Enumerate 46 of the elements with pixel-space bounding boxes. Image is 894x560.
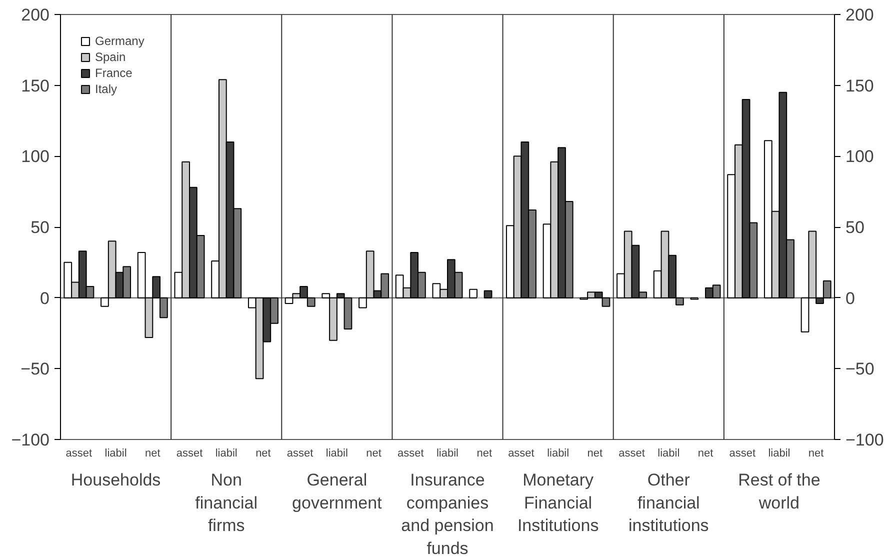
x-tick-label: asset bbox=[618, 448, 645, 460]
x-tick-label: net bbox=[587, 448, 603, 460]
x-tick-label: liabil bbox=[768, 448, 790, 460]
y2-tick-label: −50 bbox=[846, 360, 874, 379]
y-tick-label: 200 bbox=[21, 6, 50, 24]
text: General government bbox=[292, 470, 382, 512]
y-tick-label: 50 bbox=[30, 218, 50, 237]
x-tick-label: liabil bbox=[215, 448, 238, 460]
y2-tick-label: 0 bbox=[846, 288, 855, 308]
x-tick-label: asset bbox=[286, 448, 314, 460]
x-tick-label: liabil bbox=[104, 448, 127, 460]
x-tick-label: net bbox=[698, 448, 714, 460]
text: Rest of the world bbox=[738, 470, 820, 512]
x-tick-label: net bbox=[808, 448, 824, 460]
x-tick-label: net bbox=[366, 448, 382, 460]
y-tick-label: 100 bbox=[21, 147, 50, 166]
y2-tick-label: 100 bbox=[846, 147, 874, 166]
y2-tick-label: 200 bbox=[846, 6, 874, 24]
text: Other financial institutions bbox=[628, 470, 709, 536]
x-tick-label: asset bbox=[508, 448, 534, 460]
text: Insurance companies and pension funds bbox=[401, 470, 494, 558]
x-tick-label: net bbox=[144, 448, 160, 460]
y-tick-label: 0 bbox=[40, 288, 50, 308]
x-tick-label: net bbox=[256, 448, 271, 460]
text: Non financial firms bbox=[195, 470, 258, 536]
legend-label: Spain bbox=[95, 50, 126, 64]
x-tick-label: liabil bbox=[547, 448, 570, 460]
x-tick-label: liabil bbox=[658, 448, 680, 460]
x-tick-label: asset bbox=[397, 448, 424, 460]
legend-label: Italy bbox=[95, 82, 118, 96]
x-tick-label: asset bbox=[66, 448, 92, 460]
y-tick-label: −50 bbox=[20, 360, 50, 379]
x-tick-label: asset bbox=[176, 448, 203, 460]
legend-label: France bbox=[95, 66, 132, 80]
y-tick-label: 150 bbox=[21, 76, 50, 96]
y-tick-label: −100 bbox=[11, 430, 50, 450]
x-tick-label: liabil bbox=[326, 448, 348, 460]
y2-tick-label: 150 bbox=[846, 76, 874, 96]
x-tick-label: asset bbox=[729, 448, 756, 460]
x-tick-label: liabil bbox=[436, 448, 459, 460]
y2-tick-label: −100 bbox=[846, 430, 884, 450]
legend-label: Germany bbox=[95, 34, 144, 48]
text: Households bbox=[70, 470, 161, 490]
x-tick-label: net bbox=[476, 448, 492, 460]
text: Monetary Financial Institutions bbox=[517, 470, 599, 536]
y2-tick-label: 50 bbox=[846, 218, 864, 237]
